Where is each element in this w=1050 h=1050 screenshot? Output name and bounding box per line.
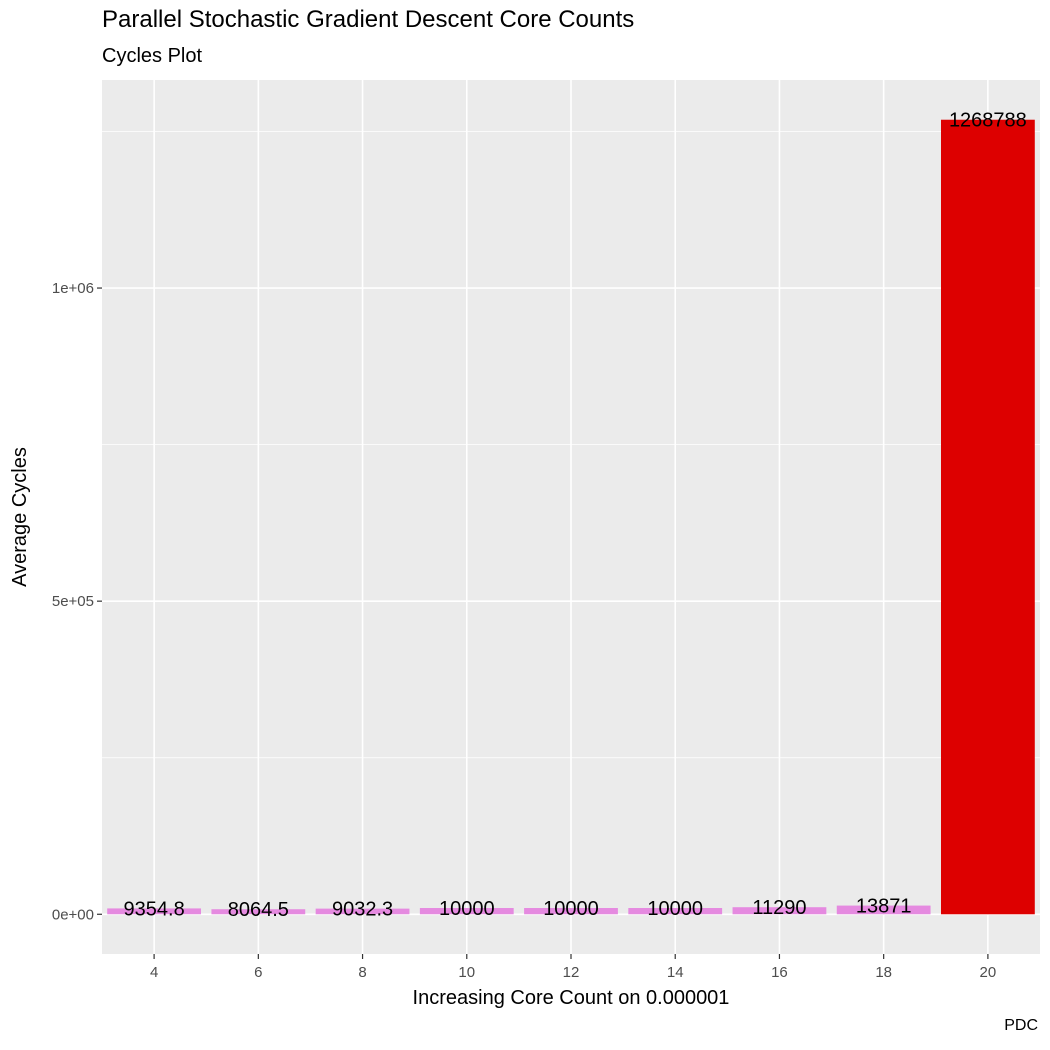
bar-value-label: 9354.8 bbox=[124, 898, 185, 920]
x-tick-label: 4 bbox=[150, 964, 158, 981]
bar-value-label: 8064.5 bbox=[228, 899, 289, 921]
x-axis: 4 6 8 10 12 14 16 18 20 bbox=[150, 954, 996, 981]
x-tick-label: 6 bbox=[254, 964, 262, 981]
bar bbox=[940, 119, 1035, 915]
chart-title: Parallel Stochastic Gradient Descent Cor… bbox=[102, 6, 635, 33]
chart-caption: PDC bbox=[1004, 1017, 1038, 1034]
x-axis-title: Increasing Core Count on 0.000001 bbox=[413, 987, 730, 1009]
x-tick-label: 8 bbox=[358, 964, 366, 981]
chart-subtitle: Cycles Plot bbox=[102, 45, 203, 67]
bar bbox=[732, 907, 827, 915]
y-axis: 0e+00 5e+05 1e+06 bbox=[52, 280, 102, 923]
bar-value-label: 10000 bbox=[439, 898, 495, 920]
y-tick-label: 5e+05 bbox=[52, 593, 94, 610]
bar-value-label: 13871 bbox=[856, 896, 912, 918]
y-tick-label: 0e+00 bbox=[52, 906, 94, 923]
bar-value-label: 9032.3 bbox=[332, 899, 393, 921]
bar bbox=[628, 908, 723, 915]
bar bbox=[315, 908, 410, 915]
y-axis-title: Average Cycles bbox=[9, 447, 31, 587]
x-tick-label: 16 bbox=[771, 964, 788, 981]
x-tick-label: 14 bbox=[667, 964, 684, 981]
x-tick-label: 18 bbox=[875, 964, 892, 981]
bar bbox=[211, 909, 306, 915]
x-tick-label: 12 bbox=[563, 964, 580, 981]
bar-labels: 9354.8 8064.5 9032.3 10000 10000 10000 11290 13… bbox=[124, 110, 1027, 921]
bar bbox=[107, 908, 202, 915]
bar bbox=[419, 908, 514, 915]
x-tick-label: 20 bbox=[980, 964, 997, 981]
bar bbox=[836, 905, 931, 915]
bar-value-label: 1268788 bbox=[949, 110, 1027, 132]
bars bbox=[107, 119, 1035, 915]
bar-value-label: 10000 bbox=[543, 898, 599, 920]
bar-value-label: 11290 bbox=[752, 897, 806, 919]
y-tick-label: 1e+06 bbox=[52, 280, 94, 297]
bar-value-label: 10000 bbox=[647, 898, 703, 920]
x-tick-label: 10 bbox=[458, 964, 475, 981]
bar bbox=[524, 908, 618, 915]
